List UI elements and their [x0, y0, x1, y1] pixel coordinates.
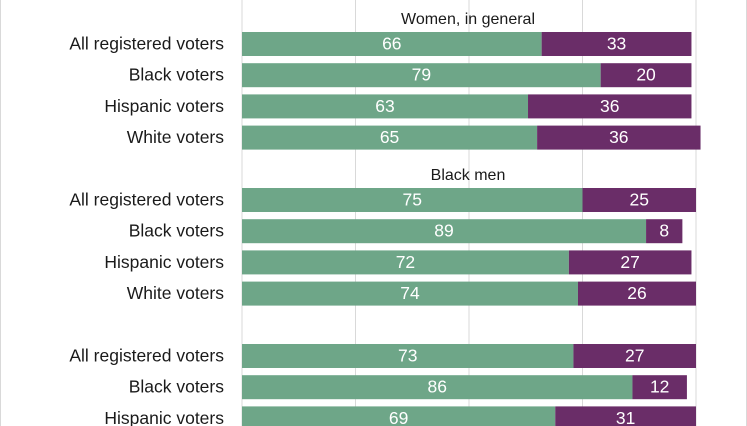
bar-segment-first: [242, 188, 583, 212]
data-label: 31: [616, 408, 635, 426]
bar-segment-second: [555, 406, 696, 426]
data-label: 63: [375, 96, 394, 116]
row-label: All registered voters: [69, 34, 224, 54]
data-label: 36: [609, 127, 628, 147]
data-label: 66: [382, 34, 401, 54]
data-label: 69: [389, 408, 408, 426]
bar-segment-first: [242, 32, 542, 56]
row-label: Hispanic voters: [104, 408, 224, 426]
bar-segment-first: [242, 219, 647, 244]
bar-segment-second: [573, 344, 696, 368]
data-label: 20: [636, 65, 656, 85]
bar-segment-first: [242, 344, 574, 368]
group-title: Black men: [431, 167, 506, 184]
row-label: Hispanic voters: [104, 96, 224, 116]
data-label: 75: [403, 190, 422, 210]
row-label: Hispanic voters: [104, 252, 224, 272]
data-label: 65: [380, 127, 399, 147]
bar-segment-second: [541, 32, 692, 56]
group-title: Women, in general: [401, 11, 535, 28]
bar-segment-second: [568, 250, 692, 275]
data-label: 74: [400, 283, 420, 303]
bar-segment-second: [646, 219, 683, 244]
data-label: 25: [630, 190, 649, 210]
bar-segment-first: [242, 94, 529, 119]
data-label: 26: [627, 283, 646, 303]
data-label: 33: [607, 34, 626, 54]
data-label: 89: [434, 221, 453, 241]
bar-segment-first: [242, 125, 538, 150]
bar-segment-second: [600, 63, 692, 88]
bar-segment-second: [582, 188, 696, 212]
data-label: 73: [398, 346, 417, 366]
data-label: 8: [659, 221, 669, 241]
data-label: 27: [620, 252, 639, 272]
bar-segment-first: [242, 406, 556, 426]
row-label: Black voters: [129, 221, 225, 241]
bar-segment-first: [242, 281, 578, 306]
left-border: [0, 0, 1, 426]
bar-segment-second: [577, 281, 696, 306]
bar-segment-first: [242, 250, 569, 275]
bar-segment-first: [242, 63, 601, 88]
data-label: 79: [412, 65, 431, 85]
data-label: 27: [625, 346, 644, 366]
data-label: 36: [600, 96, 619, 116]
row-label: All registered voters: [69, 190, 224, 210]
row-label: Black voters: [129, 377, 225, 397]
bar-segment-first: [242, 375, 633, 400]
data-label: 72: [396, 252, 415, 272]
row-label: Black voters: [129, 65, 225, 85]
bar-segment-second: [632, 375, 687, 400]
row-label: White voters: [127, 127, 224, 147]
row-label: White voters: [127, 283, 224, 303]
bar-segment-second: [528, 94, 692, 119]
row-label: All registered voters: [69, 346, 224, 366]
data-label: 86: [427, 377, 446, 397]
bar-segment-second: [537, 125, 701, 150]
data-label: 12: [650, 377, 669, 397]
